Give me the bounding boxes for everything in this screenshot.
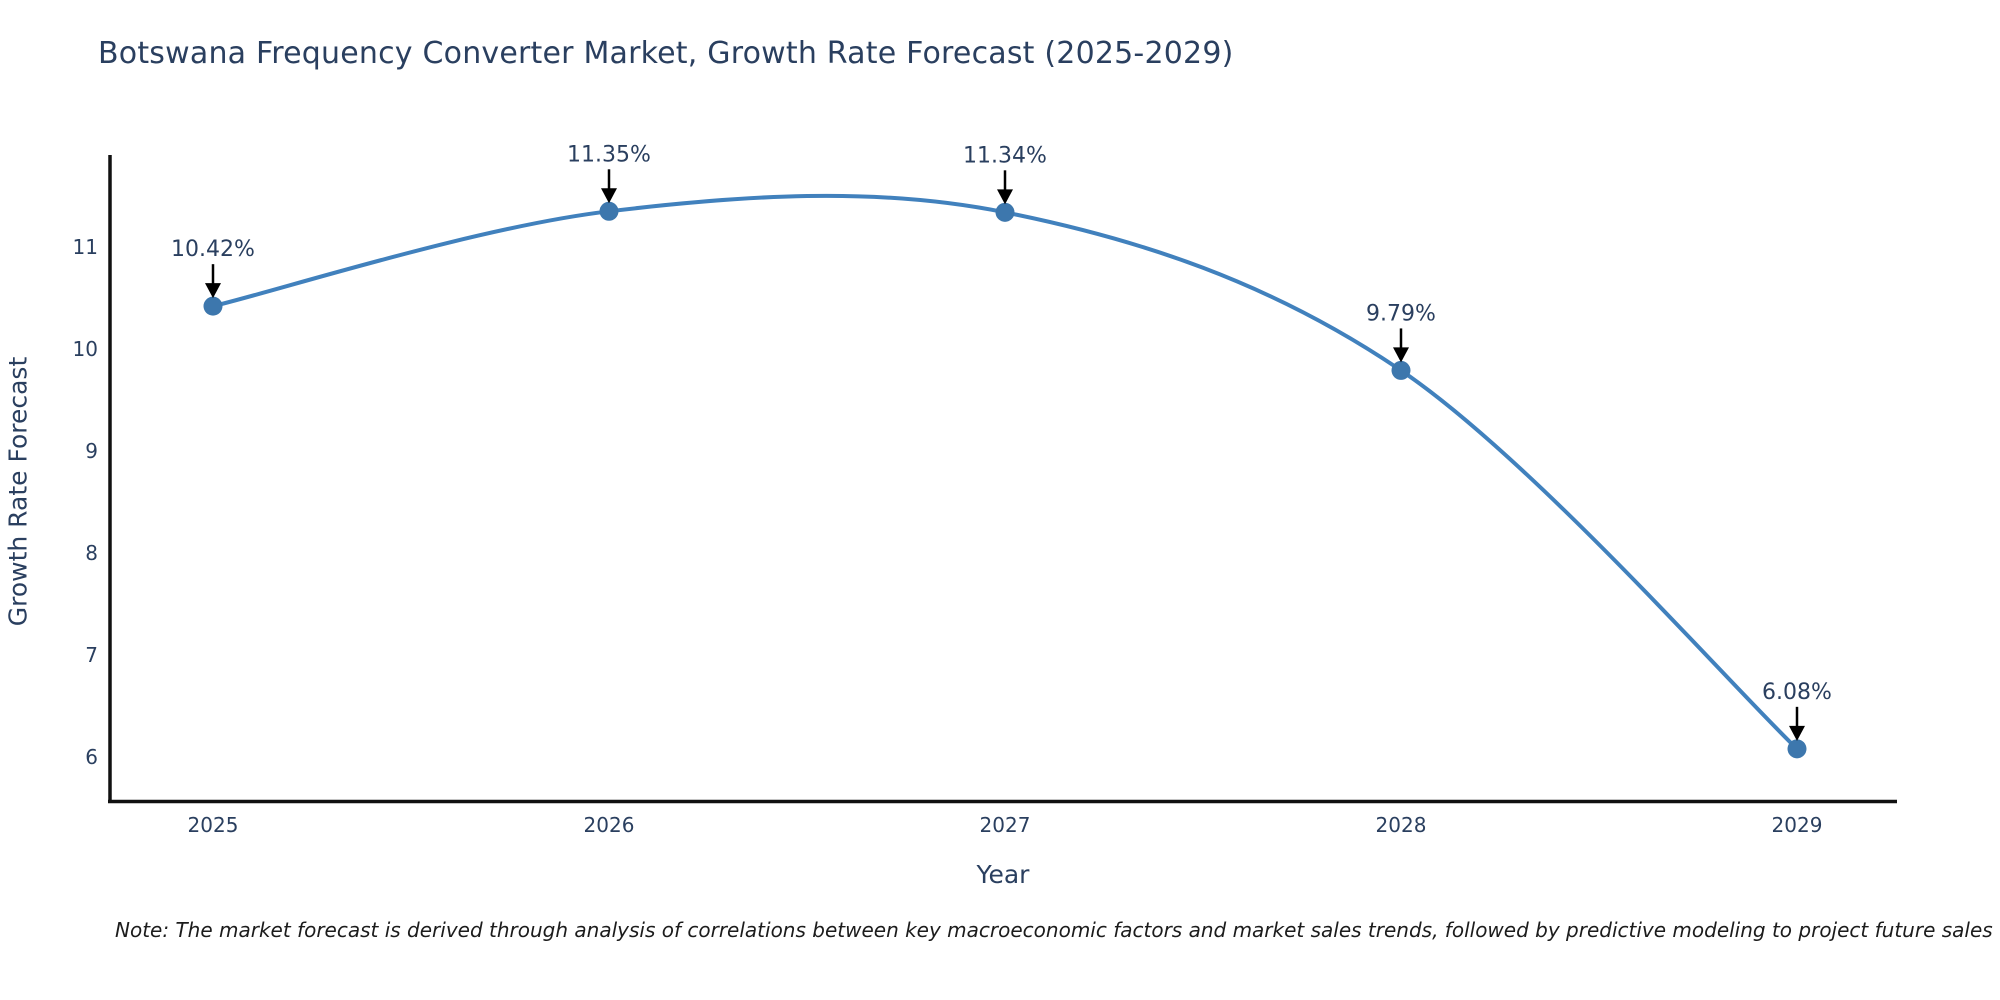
data-point-label: 11.34% [963,143,1047,168]
data-point-marker [995,202,1015,222]
x-tick-label: 2026 [584,813,635,837]
data-point-label: 11.35% [567,142,651,167]
x-tick-label: 2028 [1376,813,1427,837]
data-point-marker [203,296,223,316]
y-tick-label: 7 [85,643,98,667]
y-tick-label: 9 [85,439,98,463]
x-axis-title: Year [976,860,1030,889]
y-tick-label: 11 [73,235,98,259]
x-tick-label: 2029 [1772,813,1823,837]
annotation-arrowhead [1393,347,1409,363]
x-tick-label: 2027 [980,813,1031,837]
data-point-label: 9.79% [1366,301,1436,326]
data-point-label: 10.42% [171,237,255,262]
x-tick-label: 2025 [188,813,239,837]
footnote: Note: The market forecast is derived thr… [115,918,1993,942]
annotation-arrowhead [997,189,1013,205]
chart-title: Botswana Frequency Converter Market, Gro… [98,36,1234,71]
y-tick-label: 6 [85,745,98,769]
data-point-marker [1787,739,1807,759]
annotation-arrowhead [601,188,617,204]
y-tick-label: 8 [85,541,98,565]
data-point-marker [599,201,619,221]
forecast-line [211,193,1799,751]
y-tick-label: 10 [73,337,98,361]
annotation-arrowhead [1789,725,1805,741]
data-point-label: 6.08% [1762,680,1832,705]
data-point-marker [1391,360,1411,380]
annotation-arrowhead [205,283,221,299]
